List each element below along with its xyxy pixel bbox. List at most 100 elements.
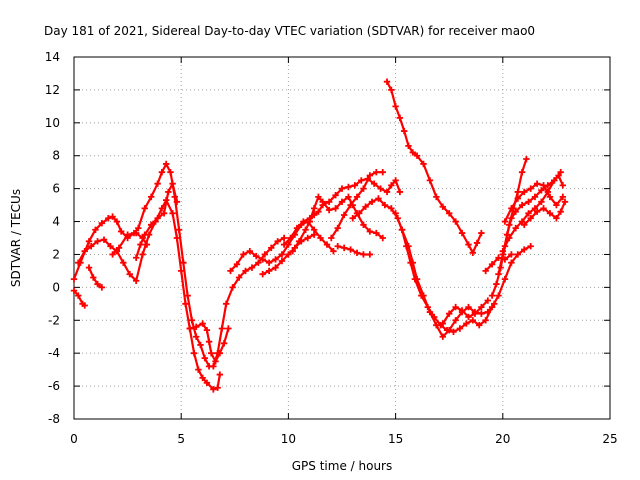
data-point	[478, 303, 485, 311]
data-point	[484, 308, 491, 316]
data-point	[469, 317, 476, 324]
data-point	[334, 243, 341, 250]
data-point	[325, 198, 333, 205]
data-point	[433, 193, 440, 201]
data-point	[465, 241, 472, 248]
data-point	[398, 226, 406, 233]
data-point	[484, 297, 491, 304]
data-point	[195, 366, 202, 373]
grid	[74, 57, 610, 419]
data-point	[463, 320, 470, 327]
data-point	[533, 208, 541, 215]
data-point	[186, 325, 193, 332]
data-point	[190, 349, 198, 357]
data-point	[107, 243, 114, 250]
data-point	[203, 379, 211, 386]
data-point	[272, 264, 279, 271]
data-point	[162, 160, 170, 168]
y-tick-label: -4	[48, 346, 60, 360]
data-point	[90, 274, 97, 281]
data-point	[508, 205, 515, 212]
data-point	[501, 275, 509, 283]
data-point	[446, 210, 453, 217]
data-point	[514, 188, 522, 196]
data-point	[420, 292, 427, 299]
data-point	[100, 236, 108, 243]
data-point	[375, 195, 382, 202]
data-point	[488, 292, 496, 299]
data-point	[439, 320, 446, 327]
data-point	[117, 228, 125, 235]
data-point	[210, 363, 217, 370]
data-point	[518, 168, 526, 176]
data-point	[261, 251, 269, 258]
data-point	[379, 234, 386, 242]
data-point	[370, 180, 378, 187]
data-point	[330, 247, 337, 255]
data-point	[512, 224, 519, 232]
data-point	[446, 310, 453, 317]
data-point	[553, 201, 560, 209]
data-point	[147, 221, 155, 229]
data-point	[293, 224, 301, 232]
data-point	[473, 239, 481, 247]
data-point	[396, 114, 404, 122]
y-tick-label: 12	[45, 83, 60, 97]
data-point	[203, 326, 211, 334]
data-point	[383, 78, 391, 85]
data-point	[508, 251, 515, 258]
y-tick-label: 14	[45, 50, 60, 64]
data-point	[92, 226, 99, 233]
data-point	[304, 234, 311, 242]
data-point	[193, 333, 200, 340]
series-line	[441, 299, 489, 325]
data-point	[175, 226, 183, 233]
data-point	[338, 185, 346, 192]
data-point	[355, 210, 363, 217]
y-tick-label: -6	[48, 379, 60, 393]
series-line	[72, 162, 286, 368]
data-point	[452, 317, 459, 324]
series-sat-m	[334, 243, 374, 258]
data-point	[531, 205, 539, 212]
data-point	[405, 142, 412, 150]
data-point	[216, 349, 223, 357]
data-point	[347, 246, 354, 253]
data-point	[268, 244, 275, 252]
data-point	[488, 261, 496, 268]
data-point	[392, 103, 399, 110]
data-point	[310, 231, 318, 238]
data-point	[154, 180, 161, 187]
data-point	[546, 210, 554, 217]
data-point	[115, 244, 123, 252]
data-point	[109, 251, 116, 258]
data-point	[340, 211, 348, 219]
data-point	[259, 256, 266, 263]
data-point	[272, 256, 279, 263]
data-point	[70, 275, 78, 283]
data-point	[345, 193, 352, 201]
data-point	[81, 247, 88, 255]
data-point	[400, 127, 408, 135]
data-point	[439, 333, 446, 340]
data-point	[323, 241, 331, 248]
data-point	[169, 210, 176, 217]
data-point	[501, 218, 509, 225]
data-point	[332, 192, 339, 199]
data-point	[538, 187, 545, 194]
data-point	[199, 320, 206, 327]
data-point	[353, 193, 361, 201]
series-line	[503, 182, 564, 223]
data-point	[113, 218, 121, 225]
series-sat-h	[227, 218, 337, 275]
data-point	[458, 307, 466, 314]
data-point	[214, 384, 221, 391]
data-point	[471, 310, 479, 317]
data-point	[137, 241, 144, 248]
data-point	[373, 229, 380, 237]
x-tick-label: 25	[602, 432, 617, 446]
series-sat-b	[75, 196, 223, 393]
data-point	[218, 325, 226, 332]
data-point	[383, 188, 391, 196]
